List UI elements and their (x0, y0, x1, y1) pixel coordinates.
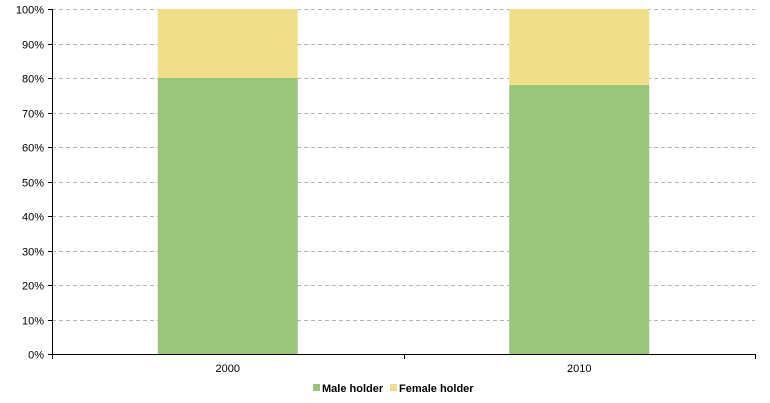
y-tick-label: 40% (22, 212, 44, 224)
bar-male-holder-2000 (157, 78, 298, 354)
y-tick-label: 50% (22, 178, 44, 190)
bar-male-holder-2010 (509, 84, 650, 355)
legend: Male holder Female holder (313, 383, 474, 395)
legend-swatch-male-holder (313, 384, 320, 391)
y-tick-label: 20% (22, 281, 44, 293)
y-tick-label: 100% (16, 5, 44, 17)
bar-female-holder-2010 (509, 9, 650, 85)
bars (157, 9, 650, 355)
x-tick-label: 2000 (216, 363, 240, 375)
y-tick-labels: 0% 10% 20% 30% 40% 50% 60% 70% 80% 90% 100% (16, 5, 44, 362)
gridlines (52, 9, 755, 321)
axes (48, 9, 756, 359)
y-tick-label: 60% (22, 143, 44, 155)
y-tick-label: 10% (22, 316, 44, 328)
y-tick-label: 0% (28, 350, 44, 362)
x-tick-label: 2010 (567, 363, 591, 375)
y-tick-label: 80% (22, 74, 44, 86)
x-tick-labels: 2000 2010 (216, 363, 592, 375)
bar-female-holder-2000 (157, 9, 298, 78)
legend-swatch-female-holder (390, 384, 397, 391)
y-tick-label: 70% (22, 109, 44, 121)
legend-label: Female holder (399, 383, 474, 395)
legend-label: Male holder (322, 383, 384, 395)
y-tick-label: 30% (22, 247, 44, 259)
y-tick-label: 90% (22, 40, 44, 52)
